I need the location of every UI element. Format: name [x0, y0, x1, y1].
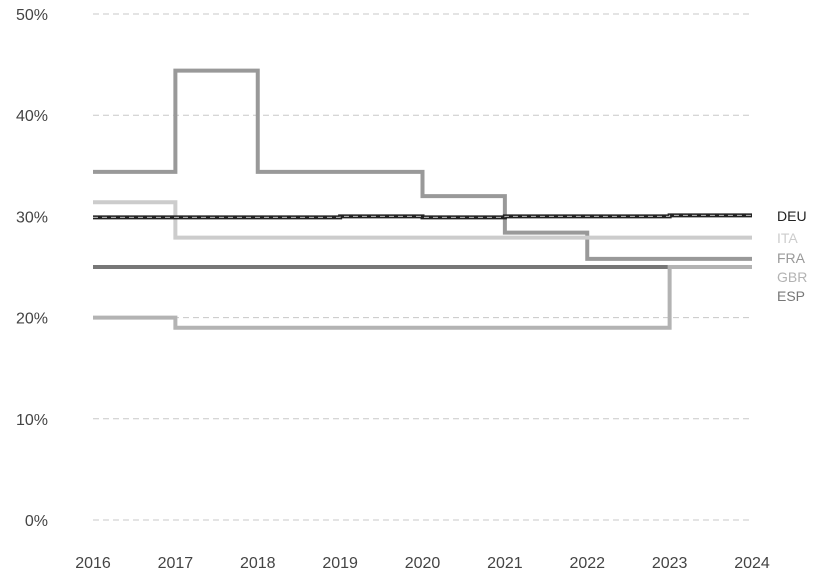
series-label-deu: DEU	[777, 208, 807, 224]
x-tick-label: 2021	[487, 555, 523, 572]
y-tick-label: 0%	[25, 513, 48, 530]
x-tick-label: 2017	[158, 555, 194, 572]
y-tick-label: 30%	[16, 209, 48, 226]
y-tick-label: 10%	[16, 412, 48, 429]
series-label-ita: ITA	[777, 230, 798, 246]
series-line-deu	[93, 213, 752, 220]
x-tick-label: 2023	[652, 555, 688, 572]
y-tick-label: 50%	[16, 7, 48, 24]
x-tick-label: 2022	[569, 555, 605, 572]
series-end-labels: DEU ITA FRA GBR ESP	[777, 208, 807, 304]
y-axis-tick-labels: 0% 10% 20% 30% 40% 50%	[16, 7, 48, 530]
series-line-fra	[93, 68, 752, 261]
x-tick-label: 2024	[734, 555, 770, 572]
series-lines	[93, 68, 752, 330]
y-tick-label: 20%	[16, 311, 48, 328]
series-label-esp: ESP	[777, 288, 805, 304]
x-tick-label: 2019	[322, 555, 358, 572]
series-line-ita	[93, 200, 752, 240]
series-line-gbr	[93, 265, 752, 330]
x-tick-label: 2016	[75, 555, 111, 572]
y-tick-label: 40%	[16, 108, 48, 125]
x-tick-label: 2018	[240, 555, 276, 572]
series-line-deu-dash	[93, 214, 752, 218]
series-label-gbr: GBR	[777, 269, 807, 285]
x-axis-tick-labels: 2016 2017 2018 2019 2020 2021 2022 2023 2024	[75, 555, 770, 572]
series-label-fra: FRA	[777, 250, 806, 266]
x-tick-label: 2020	[405, 555, 441, 572]
